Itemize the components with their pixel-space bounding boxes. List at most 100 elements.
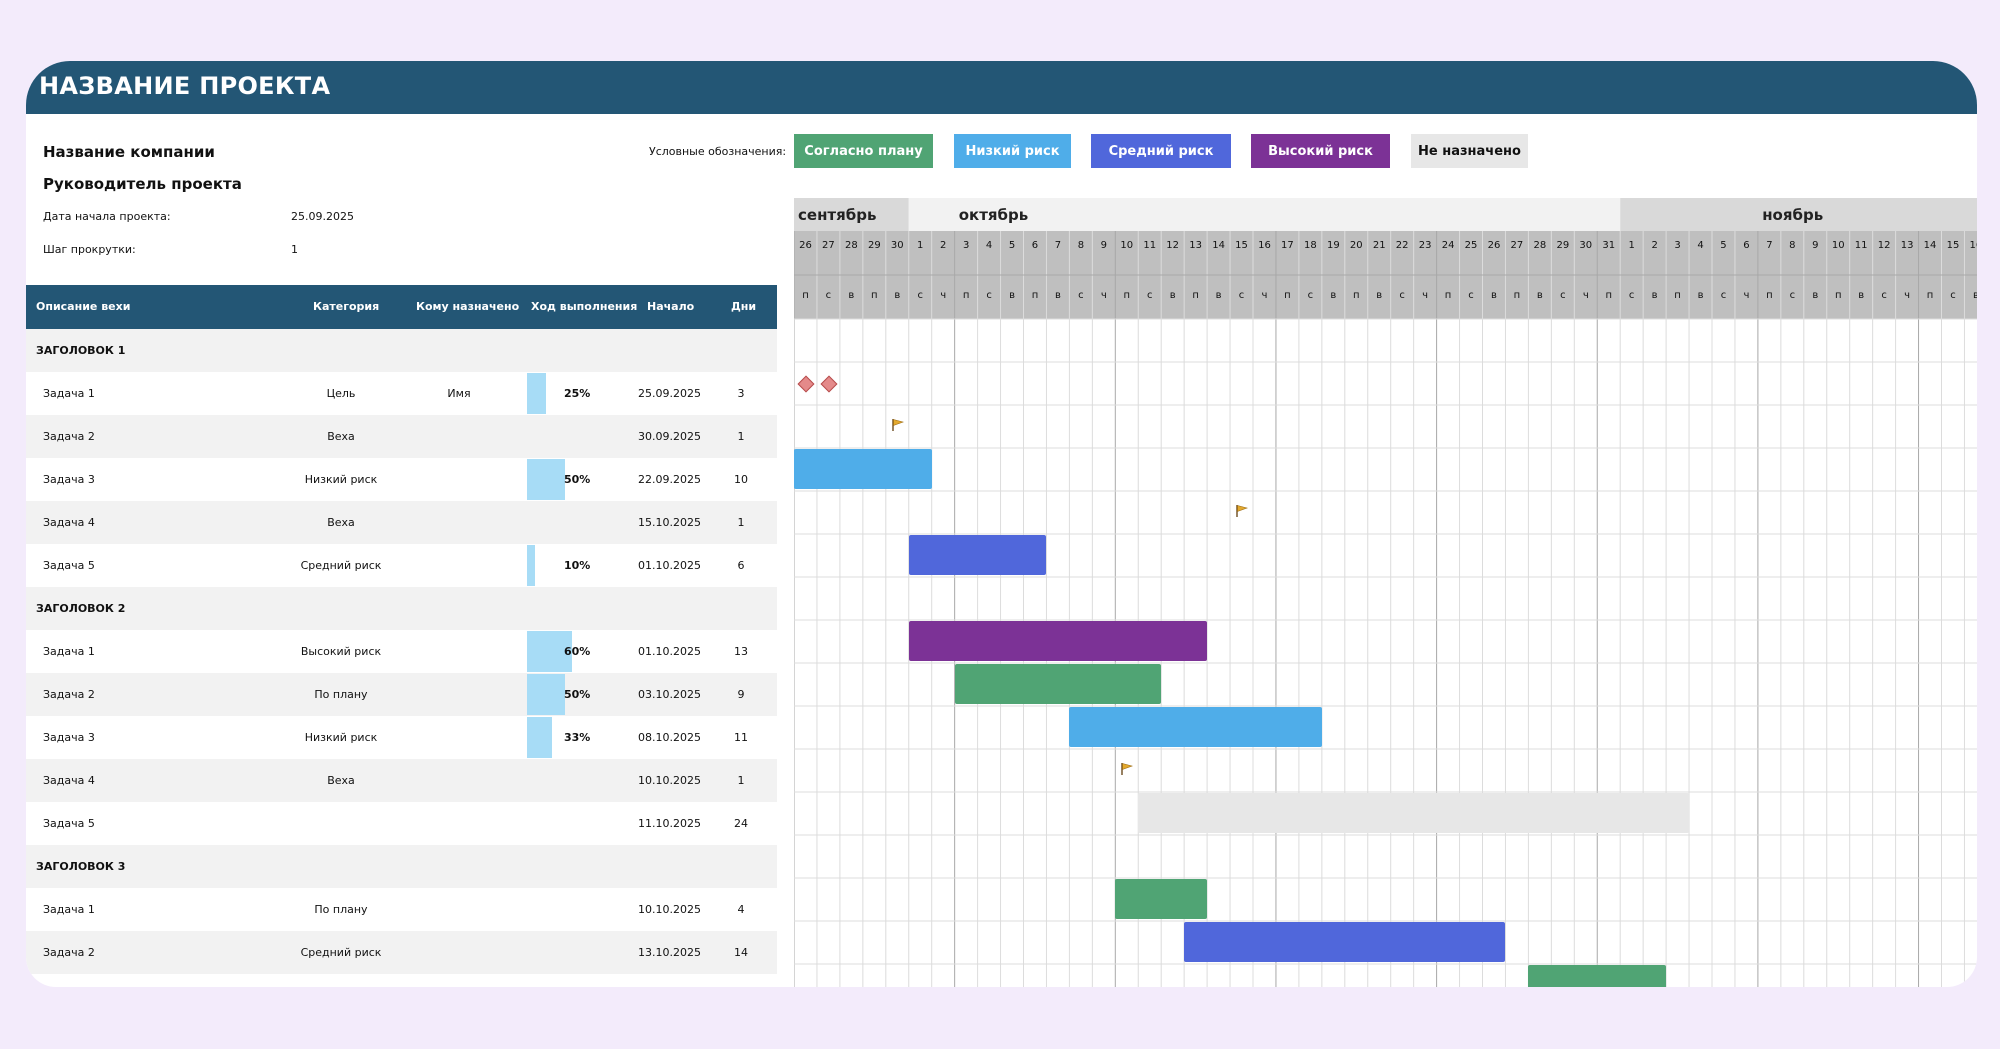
task-category[interactable]: Высокий риск [300, 645, 382, 658]
gantt-bar[interactable] [908, 621, 1208, 661]
legend-item: Низкий риск [954, 134, 1071, 168]
task-progress[interactable]: 60% [564, 645, 591, 658]
task-name[interactable]: Задача 2 [43, 688, 95, 701]
task-category[interactable]: Средний риск [300, 559, 382, 572]
task-assignee[interactable]: Имя [447, 387, 471, 400]
scroll-step-value[interactable]: 1 [291, 243, 298, 256]
month-label: ноябрь [1762, 206, 1823, 224]
table-row: Задача 1 Цель Имя 25% 25.09.2025 3 [26, 372, 777, 415]
start-date-value[interactable]: 25.09.2025 [291, 210, 354, 223]
gantt-bar[interactable] [794, 449, 932, 489]
gantt-bar[interactable] [1528, 965, 1667, 987]
weekday-label: в [1652, 290, 1658, 301]
task-category[interactable]: По плану [314, 688, 368, 701]
milestone-flag-icon[interactable] [891, 418, 905, 432]
task-name[interactable]: Задача 4 [43, 774, 95, 787]
weekday-label: в [1537, 290, 1543, 301]
weekday-label: п [1192, 290, 1199, 301]
task-start[interactable]: 01.10.2025 [638, 559, 701, 572]
month-band [908, 198, 1621, 231]
task-category[interactable]: Веха [327, 774, 355, 787]
task-progress[interactable]: 50% [564, 473, 591, 486]
weekday-label: п [1032, 290, 1039, 301]
milestone-flag-icon[interactable] [1120, 762, 1134, 776]
task-days[interactable]: 24 [734, 817, 748, 830]
task-start[interactable]: 11.10.2025 [638, 817, 701, 830]
task-progress[interactable]: 25% [564, 387, 591, 400]
task-name[interactable]: Задача 1 [43, 903, 95, 916]
task-progress[interactable]: 10% [564, 559, 591, 572]
task-start[interactable]: 15.10.2025 [638, 516, 701, 529]
task-name[interactable]: Задача 3 [43, 473, 95, 486]
table-row: Задача 5 11.10.2025 24 [26, 802, 777, 845]
task-days[interactable]: 11 [734, 731, 748, 744]
task-name[interactable]: Задача 1 [43, 387, 95, 400]
section-title: ЗАГОЛОВОК 3 [36, 860, 126, 873]
task-name[interactable]: Задача 4 [43, 516, 95, 529]
task-category[interactable]: Средний риск [300, 946, 382, 959]
gantt-bar[interactable] [1138, 793, 1690, 833]
task-days[interactable]: 9 [737, 688, 745, 701]
task-start[interactable]: 08.10.2025 [638, 731, 701, 744]
task-start[interactable]: 25.09.2025 [638, 387, 701, 400]
task-progress[interactable]: 33% [564, 731, 591, 744]
task-name[interactable]: Задача 2 [43, 946, 95, 959]
day-number: 1 [917, 240, 923, 251]
task-category[interactable]: Низкий риск [304, 473, 378, 486]
task-days[interactable]: 10 [734, 473, 748, 486]
task-days[interactable]: 4 [737, 903, 745, 916]
table-row: Задача 3 Низкий риск 33% 08.10.2025 11 [26, 716, 777, 759]
task-days[interactable]: 3 [737, 387, 745, 400]
task-name[interactable]: Задача 5 [43, 817, 95, 830]
task-name[interactable]: Задача 2 [43, 430, 95, 443]
task-days[interactable]: 1 [737, 516, 745, 529]
task-name[interactable]: Задача 5 [43, 559, 95, 572]
day-number: 27 [1511, 240, 1524, 251]
gantt-bar[interactable] [1115, 879, 1208, 919]
day-number: 22 [1396, 240, 1409, 251]
weekday-label: в [1812, 290, 1818, 301]
day-number: 1 [1628, 240, 1634, 251]
task-days[interactable]: 6 [737, 559, 745, 572]
task-start[interactable]: 01.10.2025 [638, 645, 701, 658]
weekday-label: ч [1422, 290, 1428, 301]
task-days[interactable]: 13 [734, 645, 748, 658]
milestone-flag-icon[interactable] [1235, 504, 1249, 518]
day-number: 16 [1258, 240, 1271, 251]
day-number: 13 [1901, 240, 1914, 251]
task-progress[interactable]: 50% [564, 688, 591, 701]
table-row [26, 974, 777, 987]
task-start[interactable]: 03.10.2025 [638, 688, 701, 701]
col-description: Описание вехи [36, 300, 131, 313]
weekday-label: п [1284, 290, 1291, 301]
task-category[interactable]: Низкий риск [304, 731, 378, 744]
task-days[interactable]: 1 [737, 774, 745, 787]
gantt-bar[interactable] [1069, 707, 1322, 747]
task-name[interactable]: Задача 3 [43, 731, 95, 744]
gantt-bar[interactable] [1184, 922, 1506, 962]
task-start[interactable]: 10.10.2025 [638, 903, 701, 916]
task-start[interactable]: 22.09.2025 [638, 473, 701, 486]
start-date-label: Дата начала проекта: [43, 210, 171, 223]
month-band [1620, 198, 1977, 231]
weekday-label: п [1927, 290, 1934, 301]
progress-bar [527, 717, 552, 758]
task-category[interactable]: Веха [327, 430, 355, 443]
task-start[interactable]: 10.10.2025 [638, 774, 701, 787]
day-number: 6 [1032, 240, 1038, 251]
gantt-bar[interactable] [908, 535, 1047, 575]
task-days[interactable]: 14 [734, 946, 748, 959]
day-number: 29 [1556, 240, 1569, 251]
task-name[interactable]: Задача 1 [43, 645, 95, 658]
day-number: 4 [1697, 240, 1703, 251]
task-start[interactable]: 13.10.2025 [638, 946, 701, 959]
gantt-bar[interactable] [954, 664, 1162, 704]
task-category[interactable]: По плану [314, 903, 368, 916]
task-days[interactable]: 1 [737, 430, 745, 443]
task-category[interactable]: Веха [327, 516, 355, 529]
task-start[interactable]: 30.09.2025 [638, 430, 701, 443]
scroll-step-label: Шаг прокрутки: [43, 243, 136, 256]
progress-bar [527, 373, 546, 414]
day-number: 23 [1419, 240, 1432, 251]
task-category[interactable]: Цель [326, 387, 356, 400]
